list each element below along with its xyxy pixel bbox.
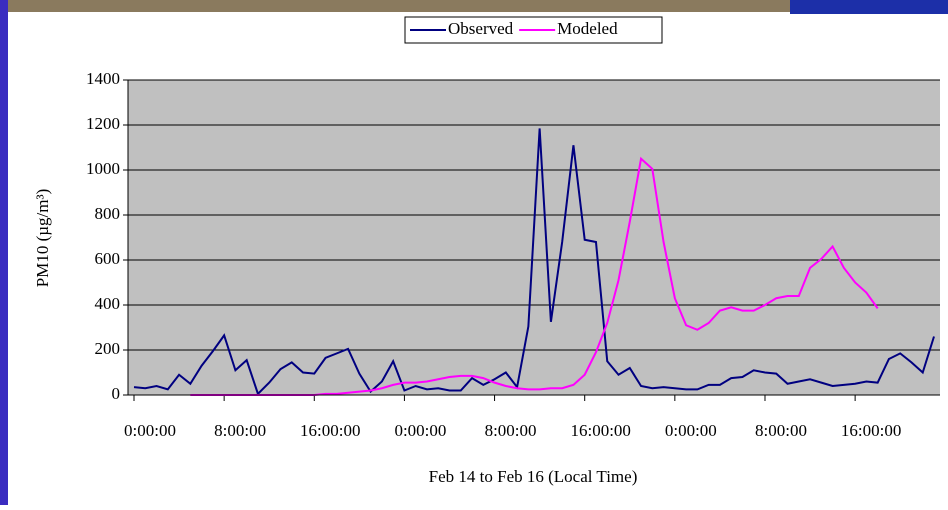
x-tick-label: 8:00:00 (214, 421, 266, 440)
x-tick-label: 16:00:00 (570, 421, 630, 440)
x-tick-label: 0:00:00 (124, 421, 176, 440)
x-tick-label: 8:00:00 (485, 421, 537, 440)
x-tick-label: 16:00:00 (300, 421, 360, 440)
x-axis-label: Feb 14 to Feb 16 (Local Time) (429, 467, 638, 486)
side-strip (0, 0, 8, 505)
y-tick-label: 200 (95, 339, 121, 358)
legend-label: Modeled (557, 19, 618, 38)
y-axis-label: PM10 (µg/m³) (33, 189, 52, 287)
y-tick-label: 400 (95, 294, 121, 313)
y-tick-label: 1400 (86, 69, 120, 88)
legend (404, 16, 663, 44)
legend-label: Observed (448, 19, 514, 38)
x-tick-label: 16:00:00 (841, 421, 901, 440)
x-tick-label: 0:00:00 (665, 421, 717, 440)
y-tick-label: 0 (112, 384, 121, 403)
y-tick-label: 600 (95, 249, 121, 268)
header-photo (0, 0, 790, 12)
y-tick-label: 800 (95, 204, 121, 223)
x-tick-label: 8:00:00 (755, 421, 807, 440)
x-tick-label: 0:00:00 (394, 421, 446, 440)
y-tick-label: 1200 (86, 114, 120, 133)
series-line (133, 128, 935, 396)
y-tick-label: 1000 (86, 159, 120, 178)
header-block (790, 0, 948, 14)
